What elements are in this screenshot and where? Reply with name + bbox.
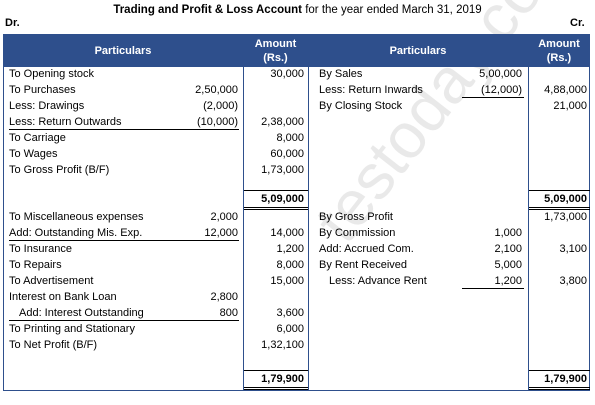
debit-label: To Opening stock	[9, 68, 94, 80]
debit-sub-amount: 2,800	[210, 291, 238, 303]
debit-label: To Printing and Stationary	[9, 323, 135, 335]
col-particulars-right: Particulars	[389, 44, 447, 57]
debit-label: To Carriage	[9, 132, 66, 144]
credit-label: By Sales	[319, 68, 363, 80]
debit-amount: 8,000	[276, 259, 304, 271]
debit-sub-amount: 800	[219, 307, 238, 319]
debit-label: To Wages	[9, 148, 58, 160]
credit-label: Add: Accrued Com.	[319, 243, 414, 255]
credit-label: By Rent Received	[319, 259, 408, 271]
credit-sub-amount: 1,200	[494, 275, 522, 287]
underline	[9, 240, 239, 241]
credit-amount: 3,800	[559, 275, 587, 287]
credit-amount: 4,88,000	[544, 84, 587, 96]
credit-marker: Cr.	[570, 17, 585, 29]
credit-sub-amount: 5,000	[494, 259, 522, 271]
debit-amount: 1,32,100	[261, 339, 304, 351]
credit-sub-amount: 2,100	[494, 243, 522, 255]
debit-label: To Repairs	[9, 259, 62, 271]
debit-sub-amount: (10,000)	[197, 116, 238, 128]
credit-total: 1,79,900	[544, 373, 587, 385]
debit-label: To Gross Profit (B/F)	[9, 164, 110, 176]
credit-label: By Commission	[319, 227, 396, 239]
debit-sub-amount: (2,000)	[203, 100, 238, 112]
debit-amount: 3,600	[276, 307, 304, 319]
divider	[243, 34, 244, 391]
col-amount-right: Amount (Rs.)	[538, 37, 580, 64]
table-header-bar	[3, 34, 590, 67]
underline	[462, 97, 524, 98]
credit-sub-amount: 5,00,000	[479, 68, 522, 80]
credit-sub-amount: 1,000	[494, 227, 522, 239]
debit-label: To Miscellaneous expenses	[9, 211, 144, 223]
divider	[308, 34, 309, 391]
debit-amount: 1,73,000	[261, 164, 304, 176]
credit-label: By Gross Profit	[319, 211, 393, 223]
debit-marker: Dr.	[5, 17, 20, 29]
total-rule	[244, 370, 308, 390]
credit-total: 5,09,000	[544, 193, 587, 205]
debit-amount: 6,000	[276, 323, 304, 335]
total-rule	[244, 190, 308, 210]
credit-amount: 21,000	[553, 100, 587, 112]
credit-label: Less: Advance Rent	[329, 275, 427, 287]
underline	[9, 320, 239, 321]
underline	[9, 129, 239, 130]
col-amount-left: Amount (Rs.)	[254, 37, 297, 64]
debit-amount: 2,38,000	[261, 116, 304, 128]
credit-label: By Closing Stock	[319, 100, 403, 112]
debit-sub-amount: 2,000	[210, 211, 238, 223]
table-border	[3, 34, 590, 391]
underline	[462, 288, 524, 289]
total-rule	[529, 190, 590, 210]
debit-sub-amount: 2,50,000	[195, 84, 238, 96]
debit-amount: 60,000	[270, 148, 304, 160]
debit-total: 5,09,000	[261, 193, 304, 205]
debit-amount: 1,200	[276, 243, 304, 255]
total-rule	[529, 370, 590, 390]
debit-amount: 14,000	[270, 227, 304, 239]
debit-label: Interest on Bank Loan	[9, 291, 117, 303]
debit-label: To Advertisement	[9, 275, 94, 287]
debit-label: To Purchases	[9, 84, 76, 96]
debit-amount: 15,000	[270, 275, 304, 287]
credit-label: Less: Return Inwards	[319, 84, 423, 96]
debit-label: Add: Outstanding Mis. Exp.	[9, 227, 143, 239]
debit-total: 1,79,900	[261, 373, 304, 385]
debit-label: To Insurance	[9, 243, 72, 255]
credit-amount: 1,73,000	[544, 211, 587, 223]
debit-label: Add: Interest Outstanding	[19, 307, 144, 319]
divider	[528, 34, 529, 391]
col-particulars-left: Particulars	[94, 44, 152, 57]
credit-amount: 3,100	[559, 243, 587, 255]
credit-sub-amount: (12,000)	[481, 84, 522, 96]
debit-label: To Net Profit (B/F)	[9, 339, 98, 351]
debit-amount: 8,000	[276, 132, 304, 144]
debit-sub-amount: 12,000	[204, 227, 238, 239]
debit-label: Less: Return Outwards	[9, 116, 122, 128]
statement-title: Trading and Profit & Loss Account for th…	[113, 4, 482, 16]
debit-amount: 30,000	[270, 68, 304, 80]
debit-label: Less: Drawings	[9, 100, 85, 112]
